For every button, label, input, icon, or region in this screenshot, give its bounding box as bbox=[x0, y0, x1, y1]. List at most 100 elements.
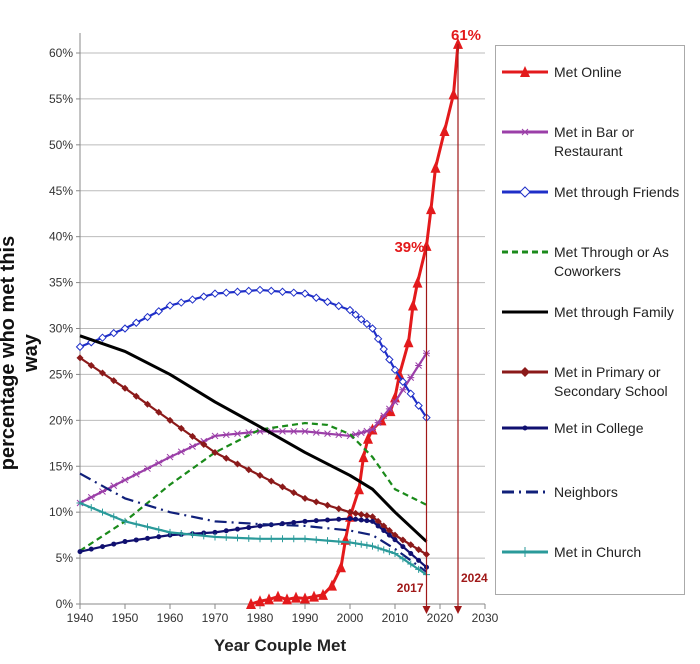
data-point bbox=[132, 392, 140, 400]
legend-label: Neighbors bbox=[554, 484, 618, 500]
annotation-label: 39% bbox=[394, 239, 424, 256]
x-tick-label: 1960 bbox=[157, 611, 184, 625]
legend-swatch bbox=[502, 490, 548, 494]
data-point bbox=[390, 365, 400, 375]
data-point bbox=[189, 443, 196, 450]
x-tick-label: 1980 bbox=[247, 611, 274, 625]
data-point bbox=[381, 528, 387, 534]
data-point bbox=[414, 401, 423, 410]
data-point bbox=[111, 541, 117, 547]
data-point bbox=[520, 66, 530, 77]
data-point bbox=[166, 528, 174, 536]
data-point bbox=[408, 550, 414, 556]
data-point bbox=[264, 593, 274, 605]
data-point bbox=[189, 531, 196, 539]
data-point bbox=[415, 565, 423, 573]
data-point bbox=[412, 276, 423, 288]
data-point bbox=[282, 593, 292, 605]
data-point bbox=[234, 460, 241, 468]
legend-label: Met in Primary or Secondary School bbox=[554, 364, 668, 399]
data-point bbox=[324, 501, 331, 509]
data-point bbox=[234, 430, 241, 438]
data-point bbox=[255, 285, 265, 295]
data-point bbox=[200, 532, 208, 540]
data-point bbox=[353, 516, 359, 522]
data-point bbox=[362, 319, 372, 329]
data-point bbox=[421, 239, 432, 251]
data-point bbox=[245, 466, 253, 474]
data-point bbox=[76, 499, 84, 507]
annotation-year: 2024 bbox=[461, 571, 488, 585]
series-line bbox=[79, 334, 428, 543]
data-point bbox=[312, 429, 320, 436]
legend-item: Met through Family bbox=[500, 303, 684, 322]
data-point bbox=[235, 526, 240, 532]
data-point bbox=[156, 534, 162, 540]
data-point bbox=[246, 525, 252, 531]
series-line bbox=[79, 501, 428, 576]
data-point bbox=[211, 533, 219, 541]
data-point bbox=[301, 494, 309, 502]
data-point bbox=[357, 510, 365, 518]
data-point bbox=[267, 286, 276, 296]
data-point bbox=[346, 538, 354, 546]
data-point bbox=[177, 448, 185, 456]
data-point bbox=[222, 288, 231, 297]
data-point bbox=[375, 523, 381, 529]
data-point bbox=[407, 541, 415, 549]
data-point bbox=[77, 549, 83, 555]
data-point bbox=[291, 519, 297, 525]
legend-label: Met in Bar or Restaurant bbox=[554, 124, 635, 159]
data-point bbox=[345, 305, 355, 315]
data-point bbox=[352, 509, 360, 517]
legend-item: Neighbors bbox=[500, 483, 684, 502]
data-point bbox=[177, 530, 185, 538]
data-point bbox=[110, 482, 118, 490]
legend-swatch bbox=[502, 425, 548, 431]
y-tick-label: 20% bbox=[49, 413, 73, 427]
data-point bbox=[87, 361, 95, 369]
data-point bbox=[87, 493, 95, 501]
data-point bbox=[300, 592, 310, 604]
data-point bbox=[88, 546, 94, 552]
legend-swatch bbox=[502, 128, 548, 136]
data-point bbox=[391, 549, 399, 557]
series-neighbors bbox=[79, 472, 428, 573]
annotation-label: 61% bbox=[451, 27, 481, 44]
legend-label: Met Online bbox=[554, 64, 622, 80]
data-point bbox=[406, 389, 415, 398]
data-point bbox=[211, 432, 219, 440]
data-point bbox=[212, 529, 218, 535]
data-point bbox=[522, 425, 528, 431]
data-point bbox=[352, 539, 360, 547]
series-met-in-church bbox=[76, 499, 430, 579]
data-point bbox=[415, 546, 423, 554]
data-point bbox=[199, 292, 208, 301]
data-point bbox=[100, 544, 105, 550]
annotation-year: 2017 bbox=[397, 581, 424, 595]
data-point bbox=[234, 534, 241, 542]
data-point bbox=[144, 400, 151, 408]
x-tick-label: 2000 bbox=[337, 611, 364, 625]
data-point bbox=[347, 516, 353, 522]
data-point bbox=[132, 520, 140, 528]
y-tick-label: 10% bbox=[49, 505, 73, 519]
data-point bbox=[279, 483, 286, 491]
data-point bbox=[291, 591, 301, 603]
legend-label: Met through Friends bbox=[554, 184, 680, 200]
data-point bbox=[132, 318, 141, 327]
data-point bbox=[121, 384, 129, 392]
y-tick-label: 45% bbox=[49, 184, 73, 198]
data-point bbox=[75, 342, 85, 352]
data-point bbox=[374, 419, 382, 426]
data-point bbox=[363, 512, 371, 520]
data-point bbox=[416, 557, 422, 563]
data-point bbox=[256, 471, 264, 479]
data-point bbox=[109, 328, 118, 338]
data-point bbox=[290, 489, 298, 497]
data-point bbox=[255, 595, 265, 607]
data-point bbox=[403, 336, 414, 348]
series-line bbox=[79, 472, 428, 573]
